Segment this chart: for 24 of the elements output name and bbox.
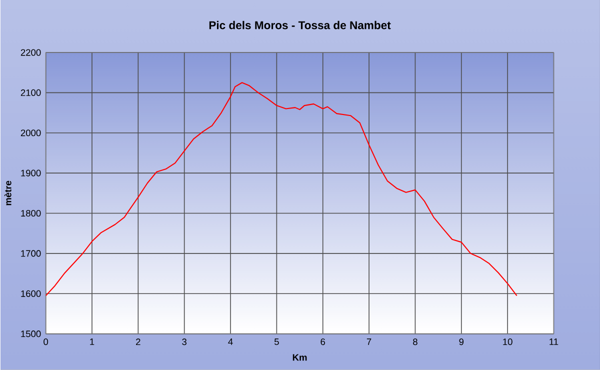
y-tick-label: 1700 [21,250,41,257]
y-tick-label: 1500 [21,330,41,338]
x-tick-label: 3 [182,338,186,346]
y-tick-label: 1900 [21,170,41,176]
x-tick-label: 4 [228,338,233,346]
x-tick-label: 8 [413,338,418,346]
x-tick-label: 1 [90,338,94,346]
y-tick-label: 1800 [21,210,41,217]
y-tick-label: 2100 [20,90,41,96]
y-tick-label: 2200 [20,49,41,56]
chart-title: Pic dels Moros - Tossa de Nambet [209,21,391,30]
x-tick-label: 6 [320,338,326,346]
y-tick-label: 1600 [21,290,41,298]
x-tick-label: 2 [136,338,140,346]
y-tick-label: 2000 [20,130,41,136]
x-tick-label: 9 [459,338,464,346]
x-tick-label: 11 [550,338,558,346]
x-axis-title: Km [292,354,307,361]
x-tick-label: 10 [503,338,512,346]
x-tick-label: 5 [274,338,279,346]
x-tick-label: 0 [44,338,48,346]
line-series [46,82,518,296]
x-tick-label: 7 [366,338,372,346]
y-axis-title: mètre [4,180,12,206]
